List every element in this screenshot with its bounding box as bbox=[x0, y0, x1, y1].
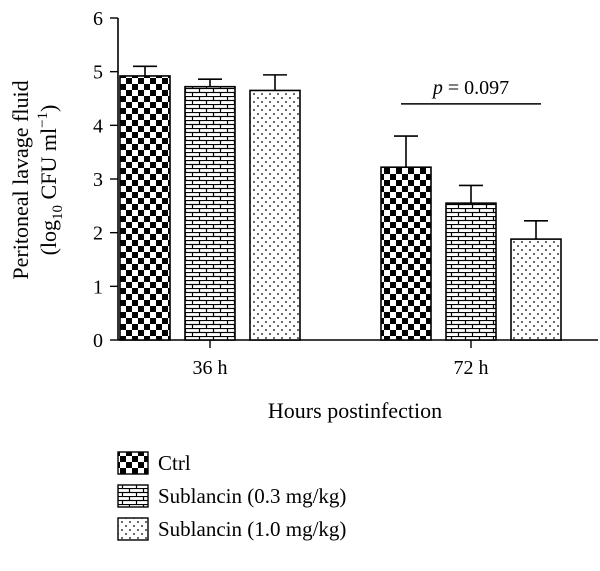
y-axis-unit-mid: CFU ml bbox=[36, 128, 61, 205]
annotation: p = 0.097 bbox=[401, 77, 541, 105]
y-tick-label: 0 bbox=[93, 330, 103, 352]
legend: Ctrl Sublancin (0.3 mg/kg) Sublancin (1.0 … bbox=[117, 451, 346, 541]
x-tick-label: 72 h bbox=[454, 357, 489, 379]
y-axis-unit-sub: 10 bbox=[50, 205, 66, 220]
y-axis-unit-sup: −1 bbox=[35, 112, 51, 128]
y-axis-title-main: Peritoneal lavage fluid bbox=[8, 80, 33, 279]
y-axis-title: Peritoneal lavage fluid bbox=[8, 80, 33, 279]
y-axis-unit-prefix: (log bbox=[36, 220, 61, 255]
significance-p: p bbox=[431, 77, 443, 99]
y-tick-label: 1 bbox=[93, 276, 103, 298]
y-tick-label: 3 bbox=[93, 169, 103, 191]
y-tick-label: 5 bbox=[93, 62, 103, 84]
bars bbox=[119, 65, 562, 341]
y-axis-unit-suffix: ) bbox=[36, 105, 61, 112]
y-tick-label: 2 bbox=[93, 223, 103, 245]
legend-swatch bbox=[117, 451, 149, 475]
y-tick-label: 6 bbox=[93, 8, 103, 30]
legend-label: Ctrl bbox=[158, 451, 191, 475]
bar bbox=[510, 238, 562, 341]
significance-value: = 0.097 bbox=[443, 77, 509, 99]
y-tick-label: 4 bbox=[93, 115, 103, 137]
legend-label: Sublancin (0.3 mg/kg) bbox=[158, 484, 346, 508]
legend-label: Sublancin (1.0 mg/kg) bbox=[158, 517, 346, 541]
bar bbox=[380, 166, 432, 341]
y-axis-unit: (log10 CFU ml−1) bbox=[35, 105, 66, 256]
bar bbox=[445, 202, 497, 341]
bar bbox=[184, 85, 236, 341]
legend-swatch bbox=[117, 517, 149, 541]
bar bbox=[249, 89, 301, 341]
legend-swatch bbox=[117, 484, 149, 508]
x-axis-title: Hours postinfection bbox=[268, 398, 442, 423]
bar bbox=[119, 75, 171, 341]
x-tick-label: 36 h bbox=[193, 357, 228, 379]
significance-label: p = 0.097 bbox=[431, 77, 509, 99]
